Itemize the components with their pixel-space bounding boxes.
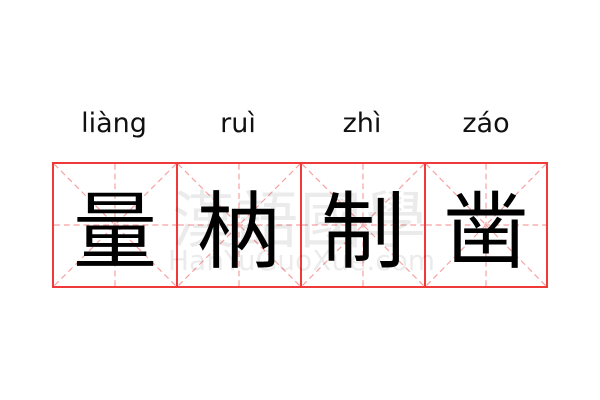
hanzi: 凿 [443,182,528,281]
hanzi: 量 [72,182,157,281]
guide-lines [178,164,300,286]
hanzi: 枘 [196,182,281,281]
character-cell: 制 [300,162,424,288]
pinyin-3: zhì [342,108,382,139]
hanzi: 制 [320,182,405,281]
pinyin-4: záo [462,108,510,139]
character-cell: 量 [52,162,176,288]
character-cell: 枘 [176,162,300,288]
guide-lines [54,164,176,286]
guide-lines [302,164,424,286]
pinyin-1: liàng [81,108,147,139]
pinyin-2: ruì [220,108,256,139]
character-cell: 凿 [424,162,548,288]
character-grid: 量 枘 制 凿 [52,162,548,288]
guide-lines [426,164,546,286]
